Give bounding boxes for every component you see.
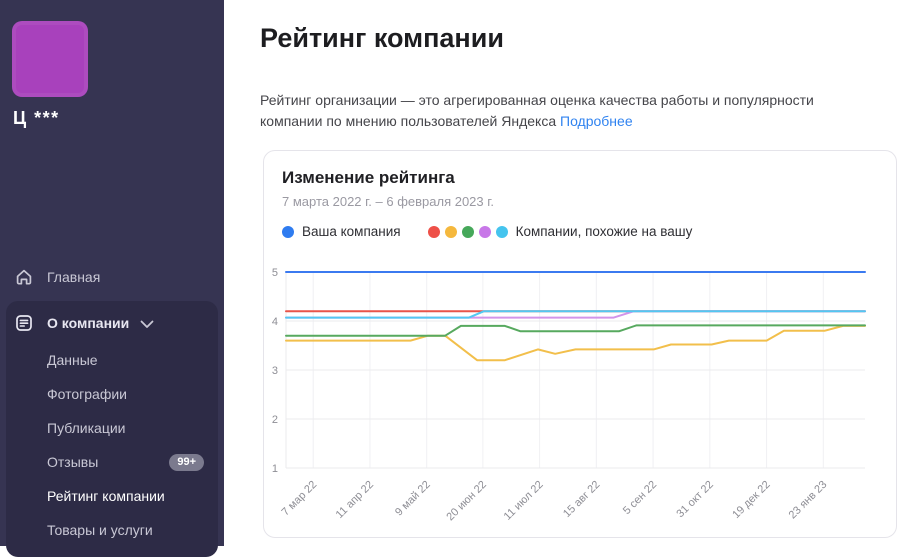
sidebar: Ц *** Главная О компании bbox=[0, 0, 224, 557]
x-axis-tick-label: 31 окт 22 bbox=[674, 479, 715, 520]
similar-companies-legend-dots bbox=[427, 225, 508, 238]
y-axis-tick-label: 4 bbox=[272, 316, 278, 328]
chart-title: Изменение рейтинга bbox=[282, 168, 455, 187]
chart-date-range: 7 марта 2022 г. – 6 февраля 2023 г. bbox=[282, 194, 495, 209]
sidebar-item-company-rating[interactable]: Рейтинг компании bbox=[6, 479, 218, 513]
sidebar-item-data[interactable]: Данные bbox=[6, 343, 218, 377]
your-company-legend-dot bbox=[282, 225, 294, 238]
legend-dot bbox=[478, 225, 491, 238]
reviews-count-badge: 99+ bbox=[169, 453, 204, 471]
sidebar-item-goods-services-label: Товары и услуги bbox=[47, 522, 153, 538]
rating-chart[interactable]: 1 2 3 4 5 7 мар 22 11 апр 22 9 май 22 20 июн 22 1… bbox=[264, 251, 896, 539]
chart-area[interactable]: 1 2 3 4 5 7 мар 22 11 апр 22 9 май 22 20 июн 22 1… bbox=[264, 251, 896, 539]
x-axis-tick-label: 5 сен 22 bbox=[621, 479, 659, 517]
page-description: Рейтинг организации — это агрегированная… bbox=[260, 90, 864, 132]
legend-dot bbox=[444, 225, 457, 238]
x-axis-tick-label: 9 май 22 bbox=[393, 479, 433, 519]
sidebar-item-photos-label: Фотографии bbox=[47, 386, 128, 402]
home-icon bbox=[16, 269, 32, 285]
x-axis-tick-label: 11 апр 22 bbox=[334, 479, 376, 521]
sidebar-item-home[interactable]: Главная bbox=[0, 259, 224, 295]
legend-dot bbox=[427, 225, 440, 238]
chart-legend: Ваша компания Компании, похожие на вашу bbox=[282, 224, 896, 239]
sidebar-item-publications-label: Публикации bbox=[47, 420, 126, 436]
company-logo[interactable] bbox=[12, 21, 88, 97]
y-axis-tick-label: 2 bbox=[272, 414, 278, 426]
sidebar-item-data-label: Данные bbox=[47, 352, 98, 368]
sidebar-item-goods-services[interactable]: Товары и услуги bbox=[6, 513, 218, 547]
x-axis-tick-label: 20 июн 22 bbox=[444, 479, 489, 524]
sidebar-item-about-company[interactable]: О компании bbox=[6, 303, 218, 343]
company-name: Ц *** bbox=[13, 108, 60, 128]
x-axis-tick-label: 11 июл 22 bbox=[502, 479, 546, 523]
y-axis-tick-label: 1 bbox=[272, 463, 278, 475]
similar-companies-legend-label: Компании, похожие на вашу bbox=[515, 224, 693, 239]
sidebar-item-photos[interactable]: Фотографии bbox=[6, 377, 218, 411]
chart-line-similar-company-5 bbox=[285, 310, 866, 319]
sidebar-item-home-label: Главная bbox=[47, 269, 101, 285]
x-axis-tick-label: 7 мар 22 bbox=[280, 479, 320, 519]
x-axis-tick-label: 23 янв 23 bbox=[787, 479, 830, 522]
sidebar-item-reviews[interactable]: Отзывы 99+ bbox=[6, 445, 218, 479]
x-axis-tick-label: 15 авг 22 bbox=[561, 479, 602, 520]
chart-line-similar-company-3 bbox=[285, 324, 866, 337]
legend-dot bbox=[461, 225, 474, 238]
rating-chart-card: Изменение рейтинга 7 марта 2022 г. – 6 ф… bbox=[263, 150, 897, 538]
more-link[interactable]: Подробнее bbox=[560, 113, 633, 129]
legend-dot bbox=[495, 225, 508, 238]
sidebar-section-about-company: О компании Данные Фотографии Публикации … bbox=[6, 301, 218, 557]
your-company-legend-label: Ваша компания bbox=[302, 224, 401, 239]
y-axis-tick-label: 3 bbox=[272, 365, 278, 377]
sidebar-item-publications[interactable]: Публикации bbox=[6, 411, 218, 445]
x-axis-tick-label: 19 дек 22 bbox=[730, 479, 772, 521]
chevron-down-icon bbox=[140, 320, 154, 328]
sidebar-item-about-company-label: О компании bbox=[47, 315, 130, 331]
main-content: Рейтинг компании Рейтинг организации — э… bbox=[224, 0, 900, 546]
sidebar-item-company-rating-label: Рейтинг компании bbox=[47, 488, 165, 504]
document-icon bbox=[16, 315, 32, 331]
y-axis-tick-label: 5 bbox=[272, 267, 278, 279]
sidebar-item-reviews-label: Отзывы bbox=[47, 454, 99, 470]
sidebar-nav: Главная О компании Данные Фотографии bbox=[0, 259, 224, 557]
page-title: Рейтинг компании bbox=[260, 23, 504, 53]
page-description-text: Рейтинг организации — это агрегированная… bbox=[260, 92, 814, 129]
